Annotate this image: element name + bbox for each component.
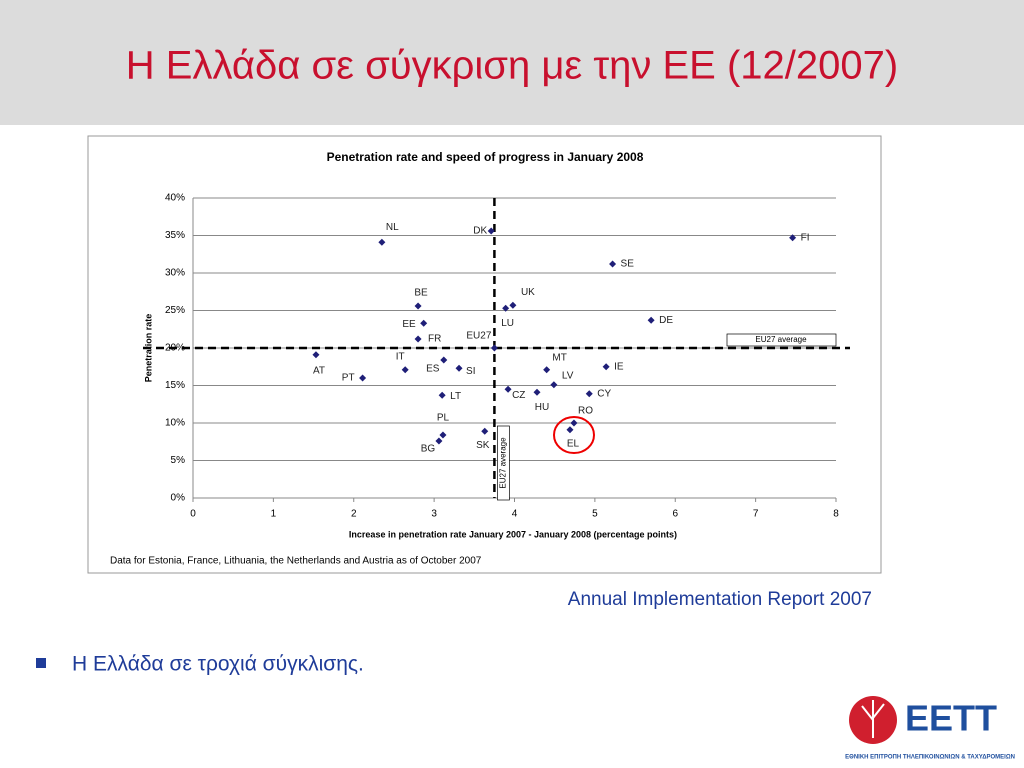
point-label: DE [659,315,673,326]
y-tick-label: 10% [165,418,185,429]
logo-tree [861,700,885,738]
point [585,390,593,398]
chart-title: Penetration rate and speed of progress i… [327,150,644,164]
x-tick-label: 0 [190,509,196,520]
y-tick-label: 15% [165,380,185,391]
point [481,427,489,435]
header [0,0,1024,125]
point [647,316,655,324]
point-label: NL [386,222,399,233]
point [566,426,574,434]
average-label-box [497,425,510,501]
point [420,319,428,327]
point-label: MT [552,352,566,363]
point [570,419,578,427]
bullet-marker [36,658,46,668]
x-tick-label: 6 [672,509,678,520]
point [435,437,443,445]
point [490,344,498,352]
point-label: FI [801,232,810,243]
point-label: SE [621,259,635,270]
x-tick-label: 4 [512,509,518,520]
point-label: LU [501,318,514,329]
point [359,374,367,382]
point-label: PT [342,373,355,384]
point [312,351,320,359]
point-label: SK [476,440,490,451]
point [414,335,422,343]
x-tick-label: 3 [431,509,437,520]
point-label: CZ [512,390,525,401]
chart-note: Data for Estonia, France, Lithuania, the… [110,556,482,567]
point-label: CY [597,388,611,399]
point [789,234,797,242]
point [504,385,512,393]
point-label: IT [396,351,405,362]
logo-subtitle: ΕΘΝΙΚΗ ΕΠΙΤΡΟΠΗ ΤΗΛΕΠΙΚΟΙΝΩΝΙΩΝ & ΤΑΧΥΔΡ… [845,755,1015,761]
point-label: EL [567,438,580,449]
x-tick-label: 7 [753,509,759,520]
bullet: Η Ελλάδα σε τροχιά σύγκλισης. [72,653,364,676]
point [438,391,446,399]
point [602,363,610,371]
x-tick-label: 2 [351,509,357,520]
point [455,364,463,372]
point-label: UK [521,287,535,298]
point-label: BE [414,288,428,299]
point [439,431,447,439]
y-tick-label: 5% [171,455,186,466]
average-label-box [726,333,837,347]
point [533,388,541,396]
x-axis-label: Increase in penetration rate January 200… [349,529,677,539]
point [487,227,495,235]
y-tick-label: 0% [171,493,186,504]
point-label: RO [578,406,593,417]
chart-frame [87,135,882,574]
x-tick-label: 1 [271,509,277,520]
y-tick-label: 35% [165,230,185,241]
point-label: SI [466,366,475,377]
point-label: IE [614,361,624,372]
point [509,301,517,309]
source: Annual Implementation Report 2007 [568,589,872,610]
y-tick-label: 40% [165,193,185,204]
point-label: AT [313,365,325,376]
point [502,304,510,312]
point-label: BG [421,444,436,455]
slide-title: Η Ελλάδα σε σύγκριση με την ΕΕ (12/2007) [126,44,898,88]
point [401,366,409,374]
point [414,302,422,310]
point [440,356,448,364]
x-tick-label: 5 [592,509,598,520]
point-label: HU [535,402,549,413]
highlight-circle [553,416,595,454]
y-tick-label: 25% [165,305,185,316]
point-label: ES [426,364,440,375]
point [550,381,558,389]
logo-name: ΕΕΤΤ [905,698,997,739]
point [543,366,551,374]
point-label: PL [437,413,450,424]
point [378,238,386,246]
point [609,260,617,268]
point-label: FR [428,334,441,345]
point-label: EU27 [466,331,491,342]
x-tick-label: 8 [833,509,839,520]
point-label: LT [450,391,461,402]
y-tick-label: 30% [165,268,185,279]
point-label: DK [473,226,487,237]
point-label: LV [562,370,574,381]
average-label: EU27 average [755,335,807,344]
point-label: EE [402,319,416,330]
average-label: EU27 average [499,437,508,489]
